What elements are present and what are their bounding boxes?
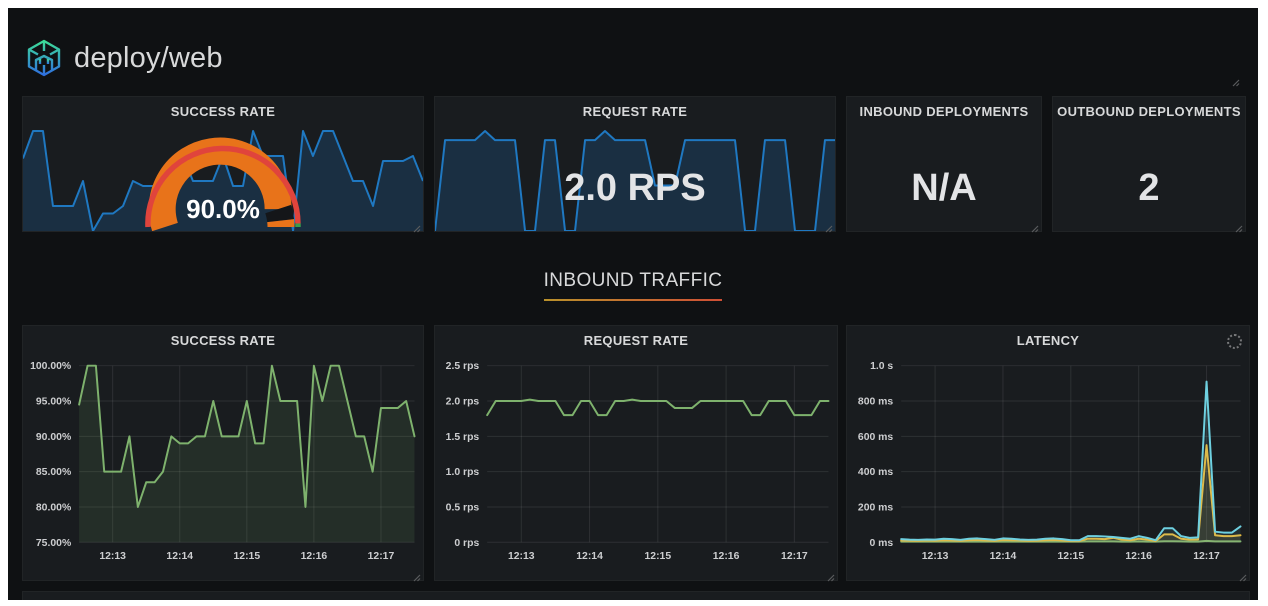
panel-resize-handle[interactable] xyxy=(1030,220,1039,233)
panel-title[interactable]: OUTBOUND DEPLOYMENTS xyxy=(1057,104,1241,119)
svg-text:12:16: 12:16 xyxy=(713,551,740,562)
stat-value: N/A xyxy=(911,167,977,209)
panel-title[interactable]: INBOUND DEPLOYMENTS xyxy=(859,104,1029,119)
panel-resize-handle[interactable] xyxy=(412,220,421,233)
panel-resize-handle[interactable] xyxy=(824,220,833,233)
svg-text:12:13: 12:13 xyxy=(922,551,949,562)
request-rate-chart[interactable]: 0 rps 0.5 rps 1.0 rps 1.5 rps 2.0 rps 2.5 rps… xyxy=(435,326,837,580)
svg-text:12:14: 12:14 xyxy=(166,551,193,562)
latency-chart[interactable]: 0 ms 200 ms 400 ms 600 ms 800 ms 1.0 s 12:13 12… xyxy=(847,326,1249,580)
svg-text:1.0 s: 1.0 s xyxy=(870,361,893,372)
svg-text:100.00%: 100.00% xyxy=(30,361,71,372)
success-rate-gauge: 90.0% xyxy=(133,131,313,231)
panel-resize-handle[interactable] xyxy=(412,569,421,582)
next-row-panel-edge xyxy=(22,591,1250,600)
success-rate-chart[interactable]: 75.00% 80.00% 85.00% 90.00% 95.00% 100.00% 12:… xyxy=(23,326,423,580)
panel-resize-handle[interactable] xyxy=(1238,569,1247,582)
svg-text:0 rps: 0 rps xyxy=(454,538,479,549)
svg-text:12:15: 12:15 xyxy=(645,551,672,562)
panel-inbound-deployments: INBOUND DEPLOYMENTS N/A xyxy=(846,96,1042,233)
section-header: INBOUND TRAFFIC xyxy=(8,270,1258,301)
svg-text:400 ms: 400 ms xyxy=(858,467,894,478)
svg-text:12:14: 12:14 xyxy=(576,551,603,562)
svg-text:12:14: 12:14 xyxy=(990,551,1017,562)
svg-text:0.5 rps: 0.5 rps xyxy=(446,502,480,513)
panel-request-rate-stat: REQUEST RATE 2.0 RPS xyxy=(434,96,836,233)
svg-text:0 ms: 0 ms xyxy=(869,538,893,549)
svg-text:95.00%: 95.00% xyxy=(36,396,71,407)
dashboard-title: deploy/web xyxy=(74,41,223,74)
svg-text:80.00%: 80.00% xyxy=(36,502,71,513)
panel-success-rate-stat: SUCCESS RATE 90.0% xyxy=(22,96,424,233)
panel-title[interactable]: SUCCESS RATE xyxy=(170,333,276,348)
svg-text:12:17: 12:17 xyxy=(368,551,395,562)
svg-text:12:16: 12:16 xyxy=(1125,551,1152,562)
loading-spinner-icon xyxy=(1227,334,1242,349)
svg-text:200 ms: 200 ms xyxy=(858,502,894,513)
section-title: INBOUND TRAFFIC xyxy=(543,270,723,291)
svg-text:85.00%: 85.00% xyxy=(36,467,71,478)
panel-success-rate-chart: SUCCESS RATE 75.00% 80.00% 85.00% 90.00% 95.… xyxy=(22,325,424,582)
panel-title[interactable]: SUCCESS RATE xyxy=(170,104,276,119)
svg-text:800 ms: 800 ms xyxy=(858,396,894,407)
panel-request-rate-chart: REQUEST RATE 0 rps 0.5 rps 1.0 rps 1.5 rps 2… xyxy=(434,325,838,582)
svg-text:600 ms: 600 ms xyxy=(858,432,894,443)
svg-text:90.00%: 90.00% xyxy=(36,432,71,443)
svg-text:2.0 rps: 2.0 rps xyxy=(446,396,480,407)
gauge-value: 90.0% xyxy=(186,194,260,224)
svg-text:12:13: 12:13 xyxy=(508,551,535,562)
svg-text:12:17: 12:17 xyxy=(781,551,808,562)
panel-resize-handle[interactable] xyxy=(826,569,835,582)
stat-value: 2 xyxy=(1138,167,1160,209)
svg-text:1.5 rps: 1.5 rps xyxy=(446,432,480,443)
dashboard-header: deploy/web xyxy=(24,36,223,80)
panel-resize-handle[interactable] xyxy=(1231,74,1240,87)
svg-text:12:15: 12:15 xyxy=(1058,551,1085,562)
panel-title[interactable]: REQUEST RATE xyxy=(583,333,689,348)
request-rate-sparkline[interactable] xyxy=(435,128,835,231)
svg-text:1.0 rps: 1.0 rps xyxy=(446,467,480,478)
panel-title[interactable]: REQUEST RATE xyxy=(582,104,688,119)
svg-text:12:15: 12:15 xyxy=(234,551,261,562)
svg-text:12:16: 12:16 xyxy=(301,551,328,562)
dashboard: deploy/web SUCCESS RATE 90.0% REQUEST RA… xyxy=(8,8,1258,600)
panel-outbound-deployments: OUTBOUND DEPLOYMENTS 2 xyxy=(1052,96,1246,233)
svg-text:2.5 rps: 2.5 rps xyxy=(446,361,480,372)
deploy-logo-icon xyxy=(24,38,64,78)
svg-text:75.00%: 75.00% xyxy=(36,538,71,549)
panel-title[interactable]: LATENCY xyxy=(1016,333,1080,348)
svg-text:12:13: 12:13 xyxy=(99,551,126,562)
panel-resize-handle[interactable] xyxy=(1234,220,1243,233)
section-underline xyxy=(544,299,722,301)
svg-text:12:17: 12:17 xyxy=(1193,551,1220,562)
panel-latency-chart: LATENCY 0 ms 200 ms 400 ms 600 ms 800 ms 1.0 … xyxy=(846,325,1250,582)
stat-value: 2.0 RPS xyxy=(564,167,706,209)
